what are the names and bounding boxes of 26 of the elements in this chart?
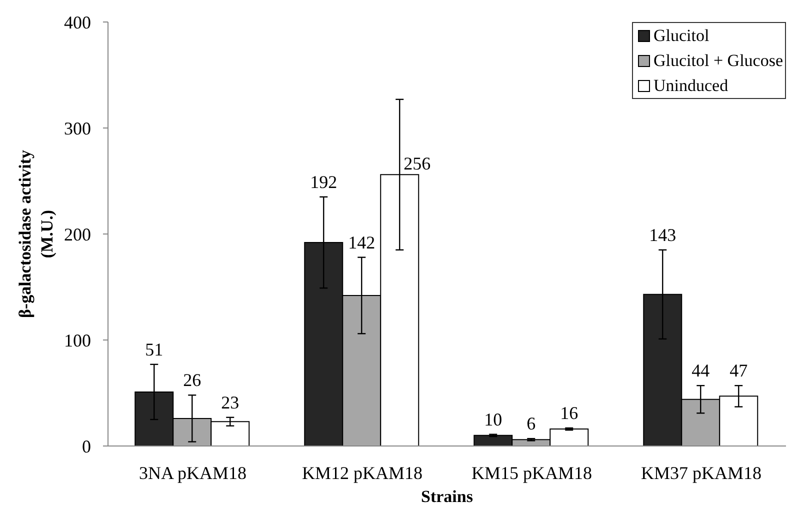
data-label: 16: [560, 402, 578, 423]
legend-label: Uninduced: [653, 76, 728, 96]
x-tick-label: KM15 pKAM18: [471, 462, 592, 483]
data-label: 47: [730, 360, 748, 381]
legend-label: Glucitol: [653, 26, 710, 46]
y-tick-label: 400: [64, 12, 91, 32]
x-tick-label: 3NA pKAM18: [138, 462, 247, 483]
y-tick-label: 0: [82, 436, 91, 456]
data-label: 6: [526, 414, 536, 434]
data-label: 143: [649, 224, 676, 245]
data-label: 26: [183, 370, 202, 390]
y-tick-label: 300: [64, 118, 91, 138]
data-label: 44: [692, 360, 710, 381]
x-tick-label: KM12 pKAM18: [302, 462, 423, 483]
data-label: 10: [484, 409, 502, 430]
y-axis-title: β-galactosidase activity (M.U.): [16, 149, 56, 318]
y-tick-label: 200: [64, 224, 91, 244]
data-label: 142: [348, 232, 376, 252]
x-axis-title: Strains: [421, 487, 474, 506]
legend-label: Glucitol + Glucose: [653, 50, 783, 70]
data-label: 51: [145, 339, 164, 360]
data-label: 23: [221, 392, 240, 412]
data-label: 256: [404, 154, 431, 174]
y-tick-label: 100: [64, 330, 91, 350]
data-label: 192: [310, 172, 338, 192]
x-tick-label: KM37 pKAM18: [640, 462, 762, 483]
